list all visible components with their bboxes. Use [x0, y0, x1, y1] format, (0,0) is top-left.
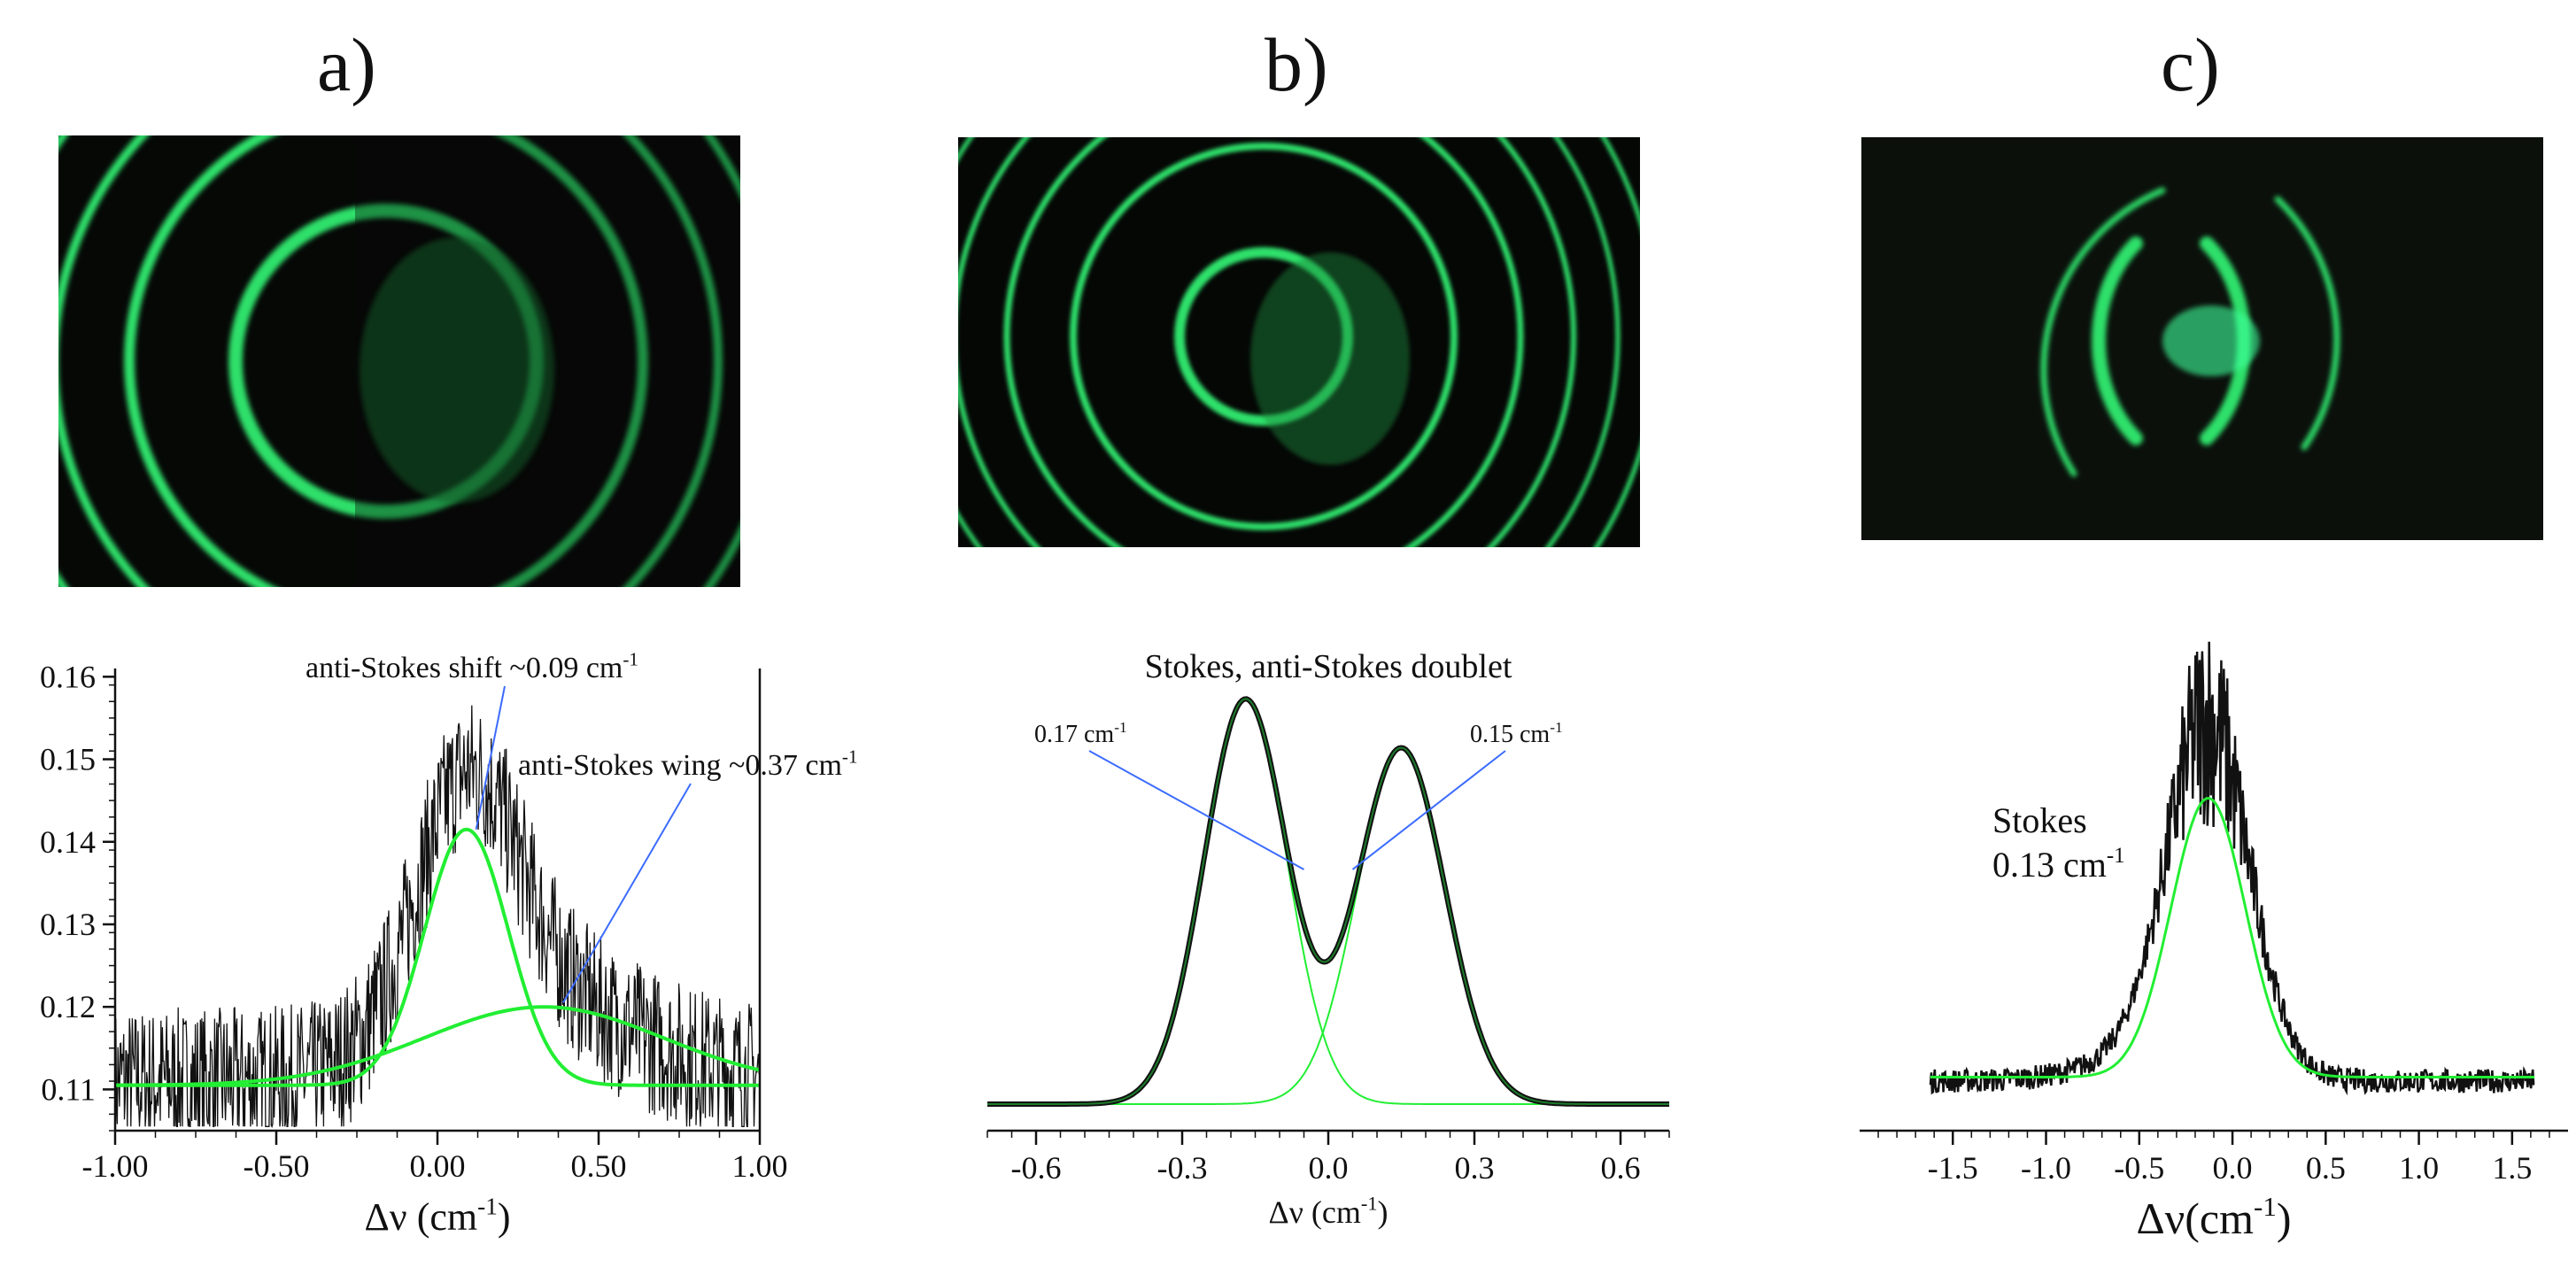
- x-tick-label-b: 0.6: [1601, 1150, 1641, 1186]
- annotation-stokes-width: 0.17 cm-1: [1034, 719, 1127, 748]
- series-sum-b-core: [987, 698, 1669, 1105]
- x-tick-label-c: 1.0: [2399, 1150, 2439, 1186]
- y-tick-label-a: 0.13: [40, 907, 96, 942]
- x-tick-label-c: -0.5: [2114, 1150, 2164, 1186]
- x-tick-label-c: -1.5: [1928, 1150, 1978, 1186]
- series-fit-c: [1930, 796, 2535, 1078]
- annotation-arrow-stokes: [1088, 750, 1304, 870]
- x-axis-label-a: Δν (cm-1): [365, 1193, 511, 1239]
- x-tick-label-a: 0.50: [571, 1148, 627, 1184]
- y-tick-label-a: 0.16: [40, 659, 96, 694]
- chart-title-b: Stokes, anti-Stokes doublet: [1145, 648, 1512, 685]
- y-tick-label-a: 0.12: [40, 989, 96, 1024]
- x-axis-label-b: Δν (cm-1): [1269, 1193, 1389, 1230]
- series-measured-spectrum-a: [114, 705, 761, 1128]
- x-tick-label-b: 0.0: [1309, 1150, 1349, 1186]
- chart-b: -0.6 -0.3 0.0 0.3 0.6 Δν (cm-1) Stokes, anti-S…: [986, 648, 1670, 1230]
- series-fit-a-1: [115, 827, 760, 1087]
- x-tick-label-c: 0.0: [2213, 1150, 2253, 1186]
- interferogram-photo-b: [958, 137, 1640, 547]
- annotation-anti-stokes-shift: anti-Stokes shift ~0.09 cm-1: [306, 648, 638, 684]
- annotation-stokes-label: Stokes: [1992, 800, 2087, 840]
- series-component-b-0: [987, 699, 1669, 1105]
- annotation-arrow-wing: [562, 783, 692, 1004]
- annotation-arrow-anti-stokes: [1351, 750, 1506, 870]
- x-tick-label-c: -1.0: [2021, 1150, 2071, 1186]
- x-tick-label-a: 0.00: [410, 1148, 466, 1184]
- y-tick-label-a: 0.14: [40, 824, 96, 860]
- x-tick-label-b: 0.3: [1455, 1150, 1495, 1186]
- y-tick-label-a: 0.11: [41, 1071, 96, 1107]
- annotation-anti-stokes-width: 0.15 cm-1: [1470, 719, 1563, 748]
- annotation-stokes-width-c: 0.13 cm-1: [1992, 844, 2125, 885]
- x-axis-label-c: Δν(cm-1): [2137, 1191, 2292, 1243]
- series-sum-b-dark: [987, 696, 1669, 1107]
- x-tick-label-a: -0.50: [244, 1148, 310, 1184]
- x-tick-label-b: -0.6: [1011, 1150, 1062, 1186]
- chart-a: 0.11 0.12 0.13 0.14 0.15 0.16 -1.00 -0.50 0.00 0.…: [40, 648, 857, 1239]
- series-fit-a-2: [115, 1005, 761, 1087]
- x-tick-label-c: 1.5: [2492, 1150, 2532, 1186]
- annotation-arrow-shift: [475, 685, 506, 830]
- interferogram-photo-c: [1861, 137, 2543, 540]
- interferogram-photo-a: [58, 135, 740, 587]
- y-tick-label-a: 0.15: [40, 742, 96, 777]
- x-tick-label-b: -0.3: [1157, 1150, 1208, 1186]
- x-tick-label-c: 0.5: [2306, 1150, 2346, 1186]
- panel-label-a: a): [317, 22, 376, 107]
- panel-label-b: b): [1265, 22, 1328, 107]
- annotation-anti-stokes-wing: anti-Stokes wing ~0.37 cm-1: [518, 746, 857, 782]
- x-tick-label-a: 1.00: [732, 1148, 788, 1184]
- panel-label-c: c): [2161, 22, 2220, 107]
- x-tick-label-a: -1.00: [82, 1148, 149, 1184]
- chart-c: -1.5 -1.0 -0.5 0.0 0.5 1.0 1.5 Δν(cm-1) Stokes0.…: [1860, 641, 2568, 1243]
